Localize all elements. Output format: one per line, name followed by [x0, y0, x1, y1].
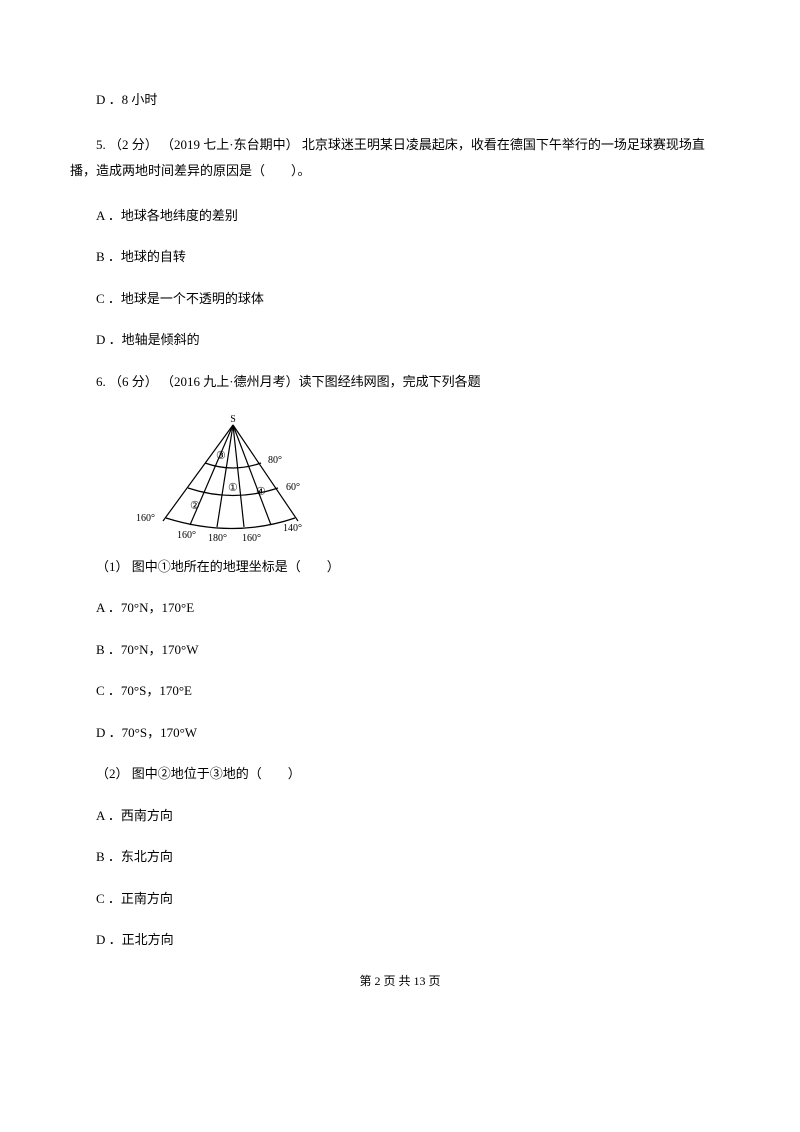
lat-60: 60° [286, 482, 300, 493]
q6-sub2-stem: （2） 图中②地位于③地的（ ） [70, 764, 730, 784]
q6-sub1-option-a: A ．70°N，170°E [70, 598, 730, 618]
lat-80: 80° [268, 455, 282, 466]
page-footer: 第 2 页 共 13 页 [70, 972, 730, 990]
lon-left-160: 160° [136, 513, 155, 524]
apex-label: S [230, 414, 236, 425]
q6-sub1-option-c: C ．70°S，170°E [70, 681, 730, 701]
q6-sub1-option-d: D ．70°S，170°W [70, 723, 730, 743]
point-3: ③ [216, 450, 226, 462]
lon-b-180: 180° [208, 533, 227, 543]
q6-sub2-option-b: B ．东北方向 [70, 847, 730, 867]
lon-b-140: 140° [283, 523, 302, 534]
q6-sub2-option-d: D ．正北方向 [70, 930, 730, 950]
latitude-longitude-diagram: S 80° 60° 160° 160° 180° 160° 140° ③ ① ②… [128, 413, 730, 549]
q6-sub2-option-c: C ．正南方向 [70, 889, 730, 909]
point-2: ② [190, 500, 200, 512]
lon-b-160r: 160° [242, 533, 261, 543]
q6-sub1-stem: （1） 图中①地所在的地理坐标是（ ） [70, 557, 730, 577]
point-1: ① [228, 482, 238, 494]
q5-option-b: B ．地球的自转 [70, 247, 730, 267]
q4-option-d: D ．8 小时 [70, 90, 730, 110]
q6-stem: 6. （6 分） （2016 九上·德州月考）读下图经纬网图，完成下列各题 [70, 372, 730, 392]
q5-option-d: D ．地轴是倾斜的 [70, 330, 730, 350]
point-4: ④ [256, 486, 266, 498]
q5-stem: 5. （2 分） （2019 七上·东台期中） 北京球迷王明某日凌晨起床，收看在… [70, 132, 730, 184]
exam-page: D ．8 小时 5. （2 分） （2019 七上·东台期中） 北京球迷王明某日… [0, 0, 800, 1030]
q5-option-c: C ．地球是一个不透明的球体 [70, 289, 730, 309]
lon-b-160: 160° [177, 530, 196, 541]
q6-sub2-option-a: A ．西南方向 [70, 806, 730, 826]
q5-option-a: A ．地球各地纬度的差别 [70, 206, 730, 226]
q6-sub1-option-b: B ．70°N，170°W [70, 640, 730, 660]
